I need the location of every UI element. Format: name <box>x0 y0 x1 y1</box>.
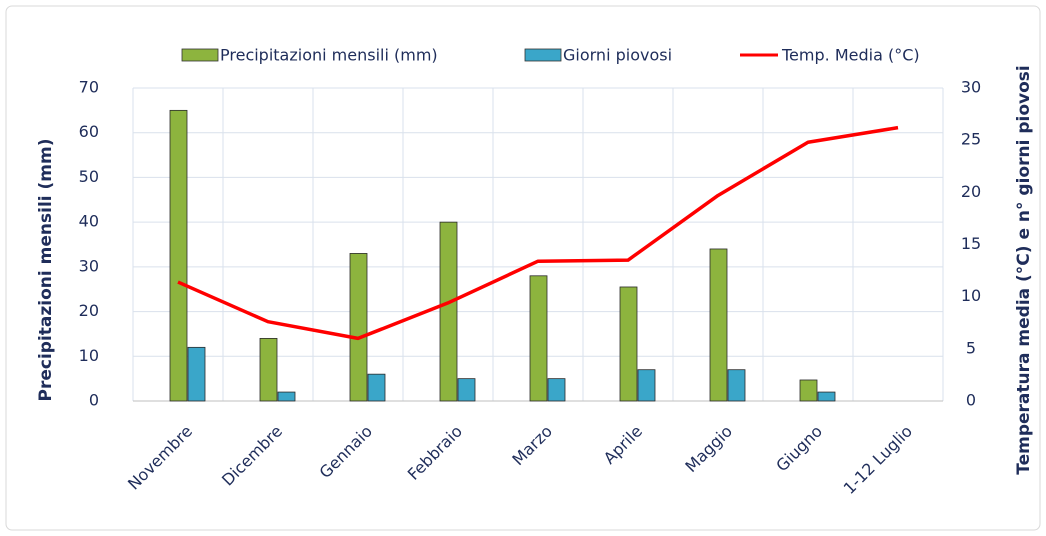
legend-label: Giorni piovosi <box>563 46 672 65</box>
legend-swatch <box>524 48 562 62</box>
bar <box>259 337 278 402</box>
y-tick-label: 50 <box>79 167 99 186</box>
y2-tick-label: 15 <box>961 234 981 253</box>
y2-tick-label: 5 <box>966 338 976 357</box>
bar <box>547 378 566 402</box>
y-tick-label: 0 <box>89 391 99 410</box>
bar <box>169 109 188 402</box>
legend-swatch <box>181 48 219 62</box>
bar <box>457 378 476 402</box>
temp-line <box>177 125 899 341</box>
y-tick-label: 20 <box>79 301 99 320</box>
bar <box>187 346 206 402</box>
bar <box>619 286 638 402</box>
y-tick-label: 30 <box>79 256 99 275</box>
y2-tick-label: 20 <box>961 182 981 201</box>
bar <box>799 379 818 402</box>
y-tick-label: 10 <box>79 346 99 365</box>
bar <box>637 369 656 402</box>
y2-tick-label: 0 <box>966 391 976 410</box>
y-axis-label: Precipitazioni mensili (mm) <box>36 139 56 402</box>
bar <box>277 391 296 402</box>
bar <box>727 369 746 402</box>
y-tick-label: 70 <box>79 78 99 97</box>
legend-label: Temp. Media (°C) <box>781 46 920 65</box>
y2-tick-label: 10 <box>961 286 981 305</box>
bar <box>529 275 548 402</box>
bar <box>817 391 836 402</box>
legend-label: Precipitazioni mensili (mm) <box>220 46 438 65</box>
y2-tick-label: 25 <box>961 130 981 149</box>
bar <box>709 248 728 402</box>
bar <box>439 221 458 402</box>
y2-axis-label: Temperatura media (°C) e n° giorni piovo… <box>1014 65 1034 474</box>
bar <box>349 253 368 402</box>
bar <box>367 373 386 402</box>
y-tick-label: 40 <box>79 212 99 231</box>
y2-tick-label: 30 <box>961 78 981 97</box>
y-tick-label: 60 <box>79 122 99 141</box>
